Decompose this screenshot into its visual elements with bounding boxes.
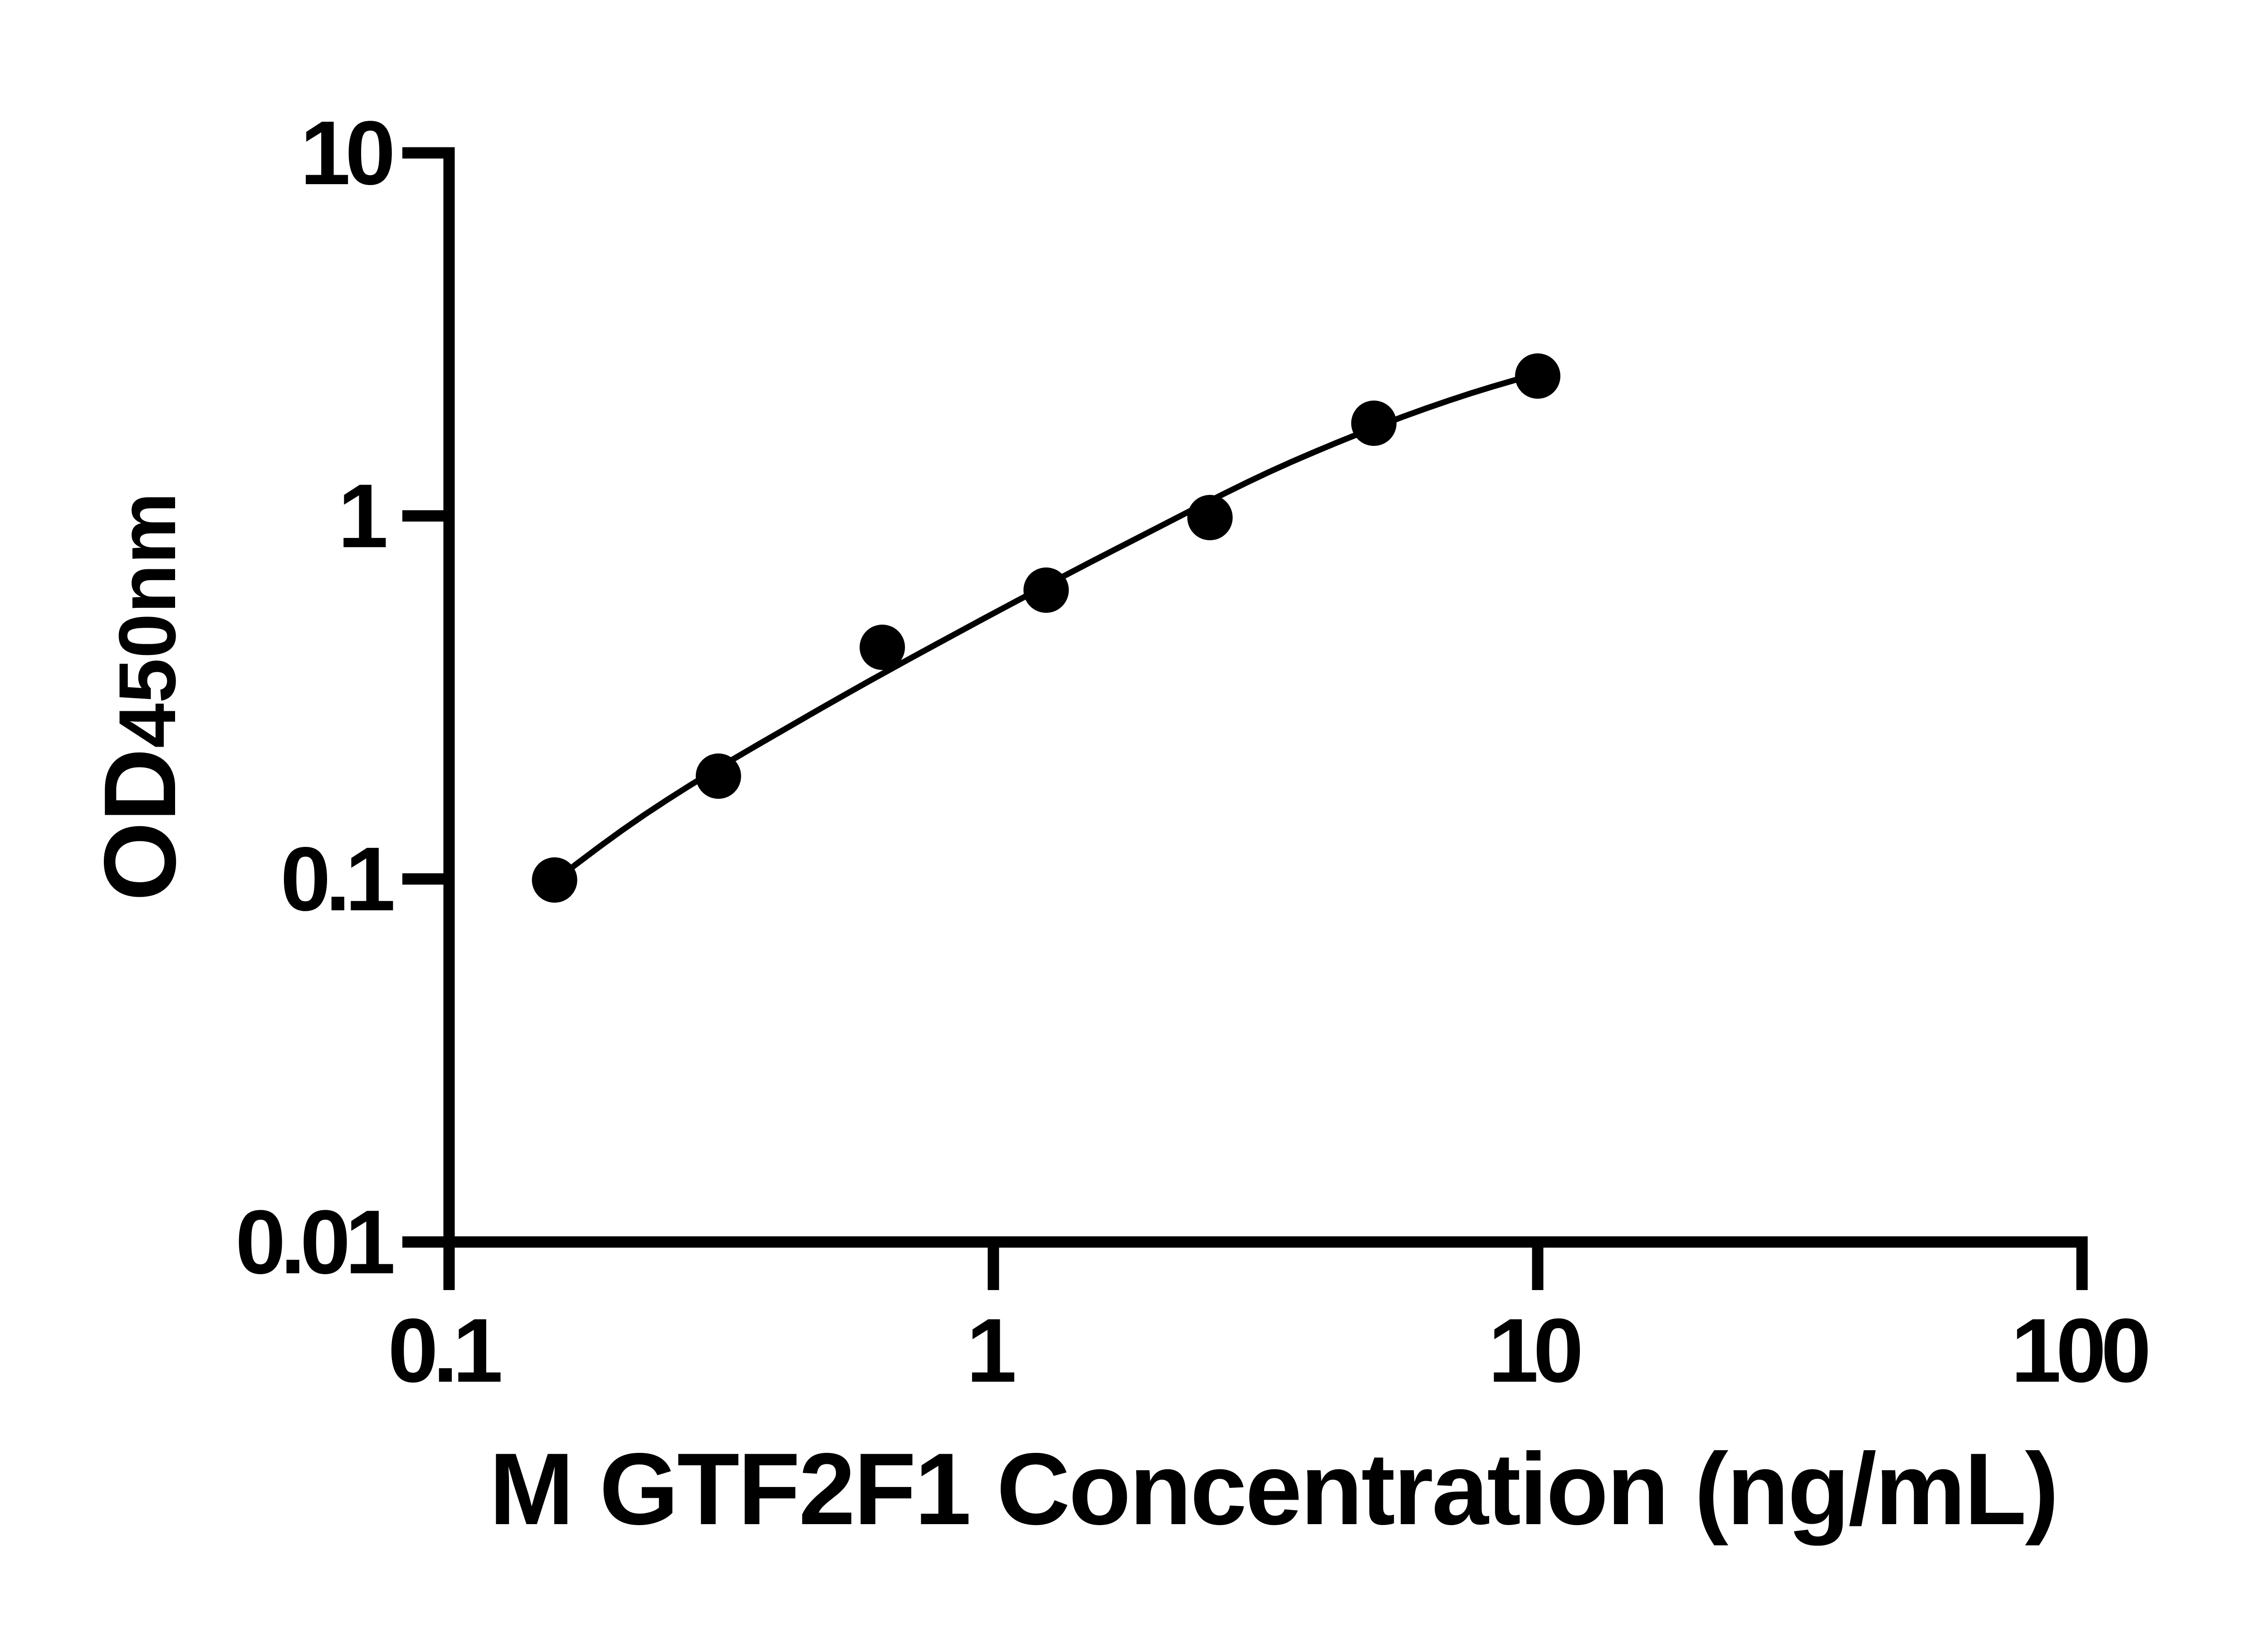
svg-text:100: 100 — [2011, 1300, 2148, 1401]
svg-text:0.01: 0.01 — [235, 1192, 393, 1293]
svg-text:OD450nm: OD450nm — [83, 492, 197, 901]
svg-text:1: 1 — [338, 465, 388, 567]
svg-text:M GTF2F1 Concentration (ng/mL): M GTF2F1 Concentration (ng/mL) — [489, 1432, 2057, 1546]
svg-text:1: 1 — [966, 1300, 1017, 1401]
svg-text:0.1: 0.1 — [388, 1300, 501, 1401]
svg-text:10: 10 — [1488, 1300, 1580, 1401]
svg-text:0.1: 0.1 — [280, 829, 393, 930]
svg-text:10: 10 — [300, 103, 392, 204]
